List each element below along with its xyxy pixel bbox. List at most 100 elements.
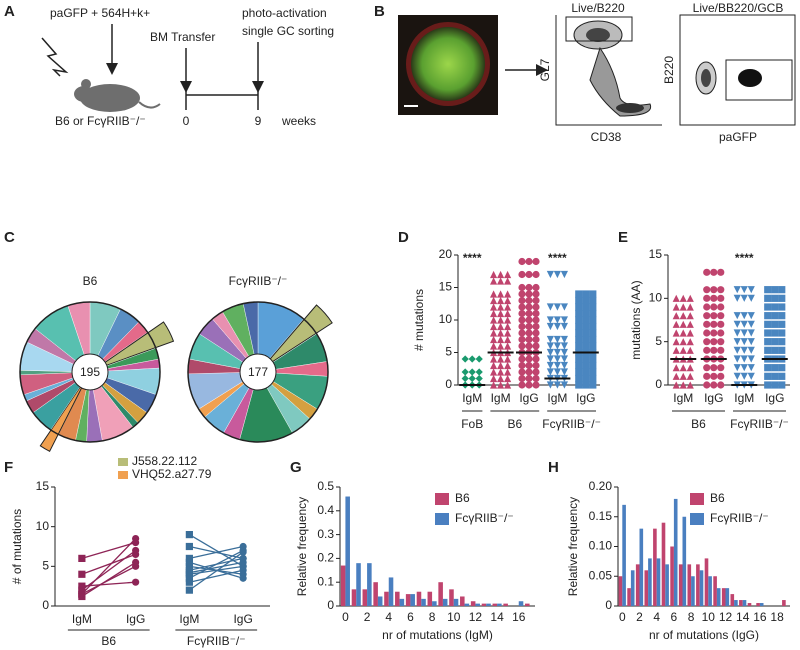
data-point [560,348,568,357]
data-point [589,355,597,363]
x-tick-label: 16 [753,610,767,624]
data-point [132,538,140,547]
x-tick-label: 12 [719,610,733,624]
data-point [703,329,711,337]
bar [442,598,448,606]
pie-slice [94,321,175,371]
data-point [582,335,590,344]
pair-line [189,534,244,567]
bar [421,598,426,606]
data-point [672,372,680,380]
data-point [703,294,711,302]
legend-label: B6 [710,491,725,505]
bar [362,589,368,606]
data-point [185,558,193,566]
flow-contour [616,103,644,113]
bar [427,591,433,606]
mouse-icon [74,86,94,102]
pair-line [188,551,244,591]
data-point [778,338,786,346]
bar [481,603,487,606]
data-point [710,294,718,302]
data-point [504,342,512,350]
data-point [672,312,680,320]
x-tick-label: 2 [364,610,371,624]
data-point [582,361,590,370]
panel-label: F [4,459,13,476]
data-point [532,329,540,337]
group-label: FcγRIIB⁻/⁻ [730,417,789,431]
data-point [771,346,779,354]
pair-line [189,561,244,574]
data-point [582,322,590,331]
bar [453,598,459,606]
data-point [717,364,725,372]
data-point [703,346,711,354]
bar [503,603,508,606]
data-point [778,381,786,389]
flow-axes [679,14,796,126]
data-point [546,322,554,331]
data-point [589,329,597,337]
data-point [686,372,694,380]
bar [635,564,640,606]
data-point [672,346,680,354]
data-point [575,361,583,370]
significance: **** [735,251,754,265]
y-tick-label: 15 [649,247,663,261]
data-point [132,562,140,570]
data-point [490,296,498,305]
y-tick-label: 0 [605,598,612,612]
data-point [582,309,590,318]
data-point [679,312,687,320]
bar [438,582,443,606]
data-point [518,322,526,331]
microscopy-image [411,27,485,101]
bar [734,600,738,606]
bar [661,522,666,606]
data-point [532,335,540,344]
x-tick-label: IgG [704,391,723,405]
data-point [553,322,561,331]
data-point [582,355,590,363]
irradiation-icon [41,37,69,77]
bar [696,564,700,606]
data-point [553,316,561,324]
data-point [490,361,498,370]
x-tick-label: 18 [770,610,784,624]
data-point [468,355,476,363]
bar [410,594,415,606]
data-point [475,374,483,383]
legend-swatch [690,493,704,505]
data-point [546,316,554,324]
data-point [546,303,554,311]
data-point [475,368,483,376]
data-point [185,562,193,570]
x-tick-label: 6 [407,610,414,624]
data-point [525,361,533,370]
pie-center [71,353,109,391]
bar [656,558,661,606]
data-point [740,329,748,337]
data-point [740,364,748,372]
x-tick-label: IgM [462,391,482,405]
data-point [532,290,540,298]
data-point [497,270,505,279]
data-point [771,320,779,328]
data-point [575,296,583,305]
transfer-label: BM Transfer [150,30,215,44]
pie-outline [19,301,161,443]
data-point [546,361,554,370]
data-point [733,346,741,354]
x-tick-label: 10 [702,610,716,624]
flow-contour [586,28,610,42]
data-point [518,335,526,344]
x-tick-label: 14 [490,610,504,624]
data-point [679,303,687,311]
data-point [525,329,533,337]
time-label: 0 [183,114,190,128]
data-point [710,320,718,328]
data-point [717,312,725,320]
data-point [778,320,786,328]
data-point [672,364,680,372]
